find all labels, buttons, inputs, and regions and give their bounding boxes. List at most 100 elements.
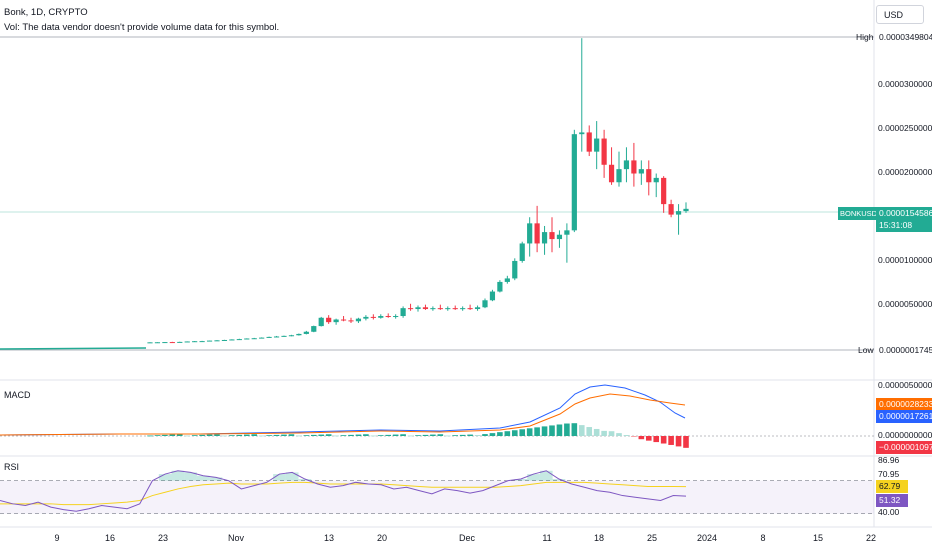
candle-body: [661, 177, 667, 205]
macd-histogram-bar: [541, 426, 548, 436]
macd-histogram-bar: [645, 436, 652, 441]
time-axis-label: Nov: [227, 533, 245, 543]
candle-body: [623, 160, 630, 170]
candle-body: [273, 336, 280, 338]
candle-body: [251, 338, 257, 340]
macd-histogram-bar: [288, 434, 295, 436]
candle-body: [415, 307, 421, 310]
rsi-axis-label: 70.95: [878, 469, 900, 479]
macd-histogram-bar: [534, 427, 540, 436]
rsi-value-tag: 51.32: [876, 494, 908, 507]
candle-body: [437, 308, 443, 310]
candle-body: [259, 337, 265, 339]
candle-body: [646, 169, 652, 183]
candle-body: [266, 336, 272, 338]
macd-histogram-bar: [564, 423, 570, 436]
candle-body: [474, 307, 481, 310]
rsi-line: [0, 470, 687, 512]
time-axis-label: 11: [542, 533, 552, 543]
candle-body: [236, 339, 242, 341]
candle-body: [221, 339, 228, 341]
candle-body: [355, 318, 362, 322]
macd-histogram-bar: [593, 428, 600, 436]
macd-histogram-bar: [578, 425, 585, 436]
macd-histogram-bar: [400, 434, 406, 436]
candle-body: [162, 342, 168, 344]
macd-histogram-bar: [437, 434, 444, 436]
time-axis-label: 9: [54, 533, 60, 543]
macd-axis-label: 0.0000000000: [878, 430, 932, 440]
candle-body: [638, 169, 644, 174]
macd-histogram-bar: [221, 435, 228, 437]
time-axis-label: 2024: [696, 533, 718, 543]
macd-histogram-bar: [668, 436, 674, 445]
candle-body: [199, 341, 205, 343]
candle-body: [512, 260, 518, 279]
time-axis-label: 13: [323, 533, 335, 543]
macd-histogram-bar: [214, 434, 220, 436]
time-axis-label: 20: [376, 533, 388, 543]
macd-histogram-bar: [296, 435, 302, 437]
rsi-label[interactable]: RSI: [4, 462, 20, 472]
candle-body: [668, 204, 674, 215]
macd-histogram-bar: [444, 435, 451, 437]
candle-body: [571, 134, 577, 231]
candle-body: [385, 316, 391, 318]
time-axis-label: 22: [865, 533, 877, 543]
macd-histogram-bar: [310, 434, 317, 436]
candle-body: [527, 223, 533, 244]
macd-value-tag: 0.0000017261: [876, 410, 932, 423]
candle-body: [340, 319, 347, 321]
macd-histogram-bar: [623, 435, 630, 436]
candle-body: [184, 341, 190, 343]
histogram-value-tag: −0.0000010971: [876, 441, 932, 454]
macd-histogram-bar: [422, 434, 429, 436]
macd-histogram-bar: [191, 435, 198, 436]
time-axis-label: 18: [593, 533, 605, 543]
candle-body: [214, 340, 220, 342]
candle-body: [631, 160, 637, 174]
macd-histogram-bar: [556, 424, 563, 436]
countdown-tag: 15:31:08: [876, 219, 932, 232]
rsi-ma-line: [0, 481, 687, 506]
macd-histogram-bar: [340, 435, 347, 436]
candle-body: [452, 308, 458, 310]
macd-histogram-bar: [318, 434, 325, 436]
signal-line: [0, 393, 686, 436]
macd-histogram-bar: [504, 431, 511, 436]
macd-histogram-bar: [675, 436, 682, 447]
symbol-tag: BONKUSD: [838, 207, 878, 220]
macd-histogram-bar: [325, 434, 332, 436]
candle-body: [430, 308, 436, 310]
macd-histogram-bar: [549, 425, 555, 436]
candle-body: [586, 132, 592, 152]
macd-histogram-bar: [660, 436, 667, 444]
candle-body: [407, 308, 414, 310]
price-axis-label: 0.0000100000: [878, 255, 932, 265]
macd-histogram-bar: [229, 435, 235, 436]
time-axis-label: 8: [760, 533, 766, 543]
candle-body: [288, 335, 295, 337]
macd-histogram-bar: [459, 434, 466, 436]
symbol-title[interactable]: Bonk, 1D, CRYPTO: [4, 7, 88, 18]
price-axis-label: 0.0000050000: [878, 299, 932, 309]
macd-histogram-bar: [236, 434, 243, 436]
macd-histogram-bar: [370, 435, 377, 437]
price-axis-label: 0.0000300000: [878, 79, 932, 89]
candle-body: [482, 300, 488, 308]
high-label: High: [856, 32, 874, 42]
macd-histogram-bar: [184, 435, 191, 437]
macd-label[interactable]: MACD: [4, 390, 31, 400]
candle-body: [497, 281, 503, 292]
candle-body: [564, 230, 570, 235]
macd-histogram-bar: [452, 435, 459, 436]
candle-body: [147, 342, 153, 344]
low-label: Low: [858, 345, 874, 355]
macd-histogram-bar: [333, 435, 339, 437]
candle-body: [683, 208, 689, 212]
candle-body: [534, 223, 540, 244]
candle-body: [206, 340, 213, 342]
currency-button[interactable]: USD: [876, 5, 924, 24]
